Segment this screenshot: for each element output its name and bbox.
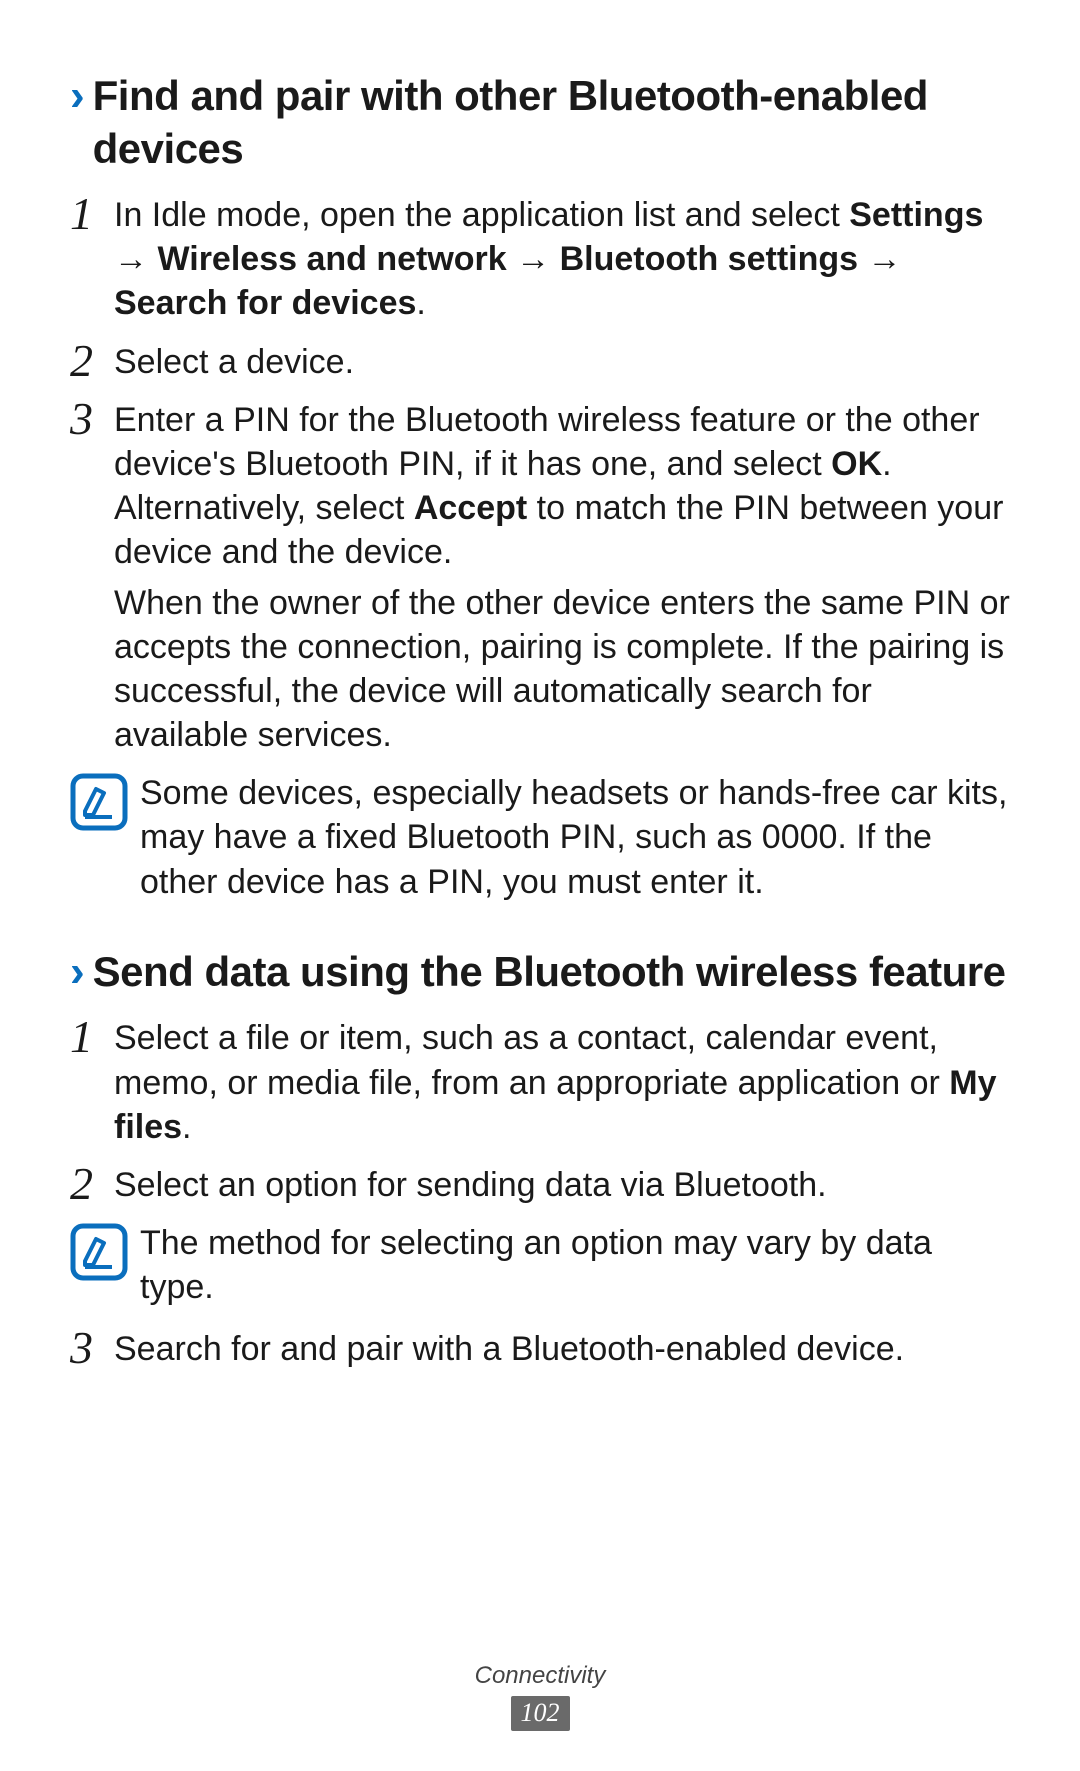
step-number: 2 [70, 1161, 114, 1207]
step-2b: 2 Select an option for sending data via … [70, 1163, 1010, 1213]
step-text: Search for and pair with a Bluetooth-ena… [114, 1327, 1010, 1371]
section-heading-pair: › Find and pair with other Bluetooth-ena… [70, 70, 1010, 175]
step-body: In Idle mode, open the application list … [114, 193, 1010, 332]
step-text: Select a device. [114, 340, 1010, 384]
step-body: Select an option for sending data via Bl… [114, 1163, 1010, 1213]
bold-wireless: Wireless and network [157, 240, 506, 278]
step-text: . [416, 284, 425, 322]
step-number: 3 [70, 396, 114, 442]
note-icon [70, 1223, 128, 1281]
step-3b: 3 Search for and pair with a Bluetooth-e… [70, 1327, 1010, 1377]
chevron-icon: › [70, 74, 85, 118]
section-heading-send: › Send data using the Bluetooth wireless… [70, 946, 1010, 999]
manual-page: › Find and pair with other Bluetooth-ena… [0, 0, 1080, 1771]
note-box: Some devices, especially headsets or han… [70, 771, 1010, 904]
step-text: . [182, 1108, 191, 1146]
step-number: 1 [70, 191, 114, 237]
bold-accept: Accept [414, 489, 527, 527]
bold-settings: Settings [849, 196, 983, 234]
note-icon [70, 773, 128, 831]
bold-ok: OK [831, 445, 882, 483]
chevron-icon: › [70, 950, 85, 994]
arrow: → [114, 240, 157, 278]
step-body: Select a device. [114, 340, 1010, 390]
step-text: Select an option for sending data via Bl… [114, 1163, 1010, 1207]
page-footer: Connectivity 102 [0, 1662, 1080, 1731]
arrow: → [858, 240, 901, 278]
step-1b: 1 Select a file or item, such as a conta… [70, 1016, 1010, 1155]
step-body: Select a file or item, such as a contact… [114, 1016, 1010, 1155]
chapter-label: Connectivity [0, 1662, 1080, 1690]
step-1: 1 In Idle mode, open the application lis… [70, 193, 1010, 332]
step-number: 1 [70, 1014, 114, 1060]
page-number: 102 [511, 1696, 570, 1731]
arrow: → [507, 240, 560, 278]
heading-text: Find and pair with other Bluetooth-enabl… [93, 70, 1010, 175]
step-2: 2 Select a device. [70, 340, 1010, 390]
step-3: 3 Enter a PIN for the Bluetooth wireless… [70, 398, 1010, 764]
step-number: 3 [70, 1325, 114, 1371]
bold-search: Search for devices [114, 284, 416, 322]
heading-text: Send data using the Bluetooth wireless f… [93, 946, 1006, 999]
bold-bt-settings: Bluetooth settings [560, 240, 858, 278]
step-body: Enter a PIN for the Bluetooth wireless f… [114, 398, 1010, 764]
step-text: In Idle mode, open the application list … [114, 196, 849, 234]
note-text: The method for selecting an option may v… [140, 1221, 1010, 1309]
step-number: 2 [70, 338, 114, 384]
note-text: Some devices, especially headsets or han… [140, 771, 1010, 904]
step-text: Select a file or item, such as a contact… [114, 1019, 949, 1101]
step-body: Search for and pair with a Bluetooth-ena… [114, 1327, 1010, 1377]
note-box: The method for selecting an option may v… [70, 1221, 1010, 1309]
step-text: When the owner of the other device enter… [114, 581, 1010, 758]
